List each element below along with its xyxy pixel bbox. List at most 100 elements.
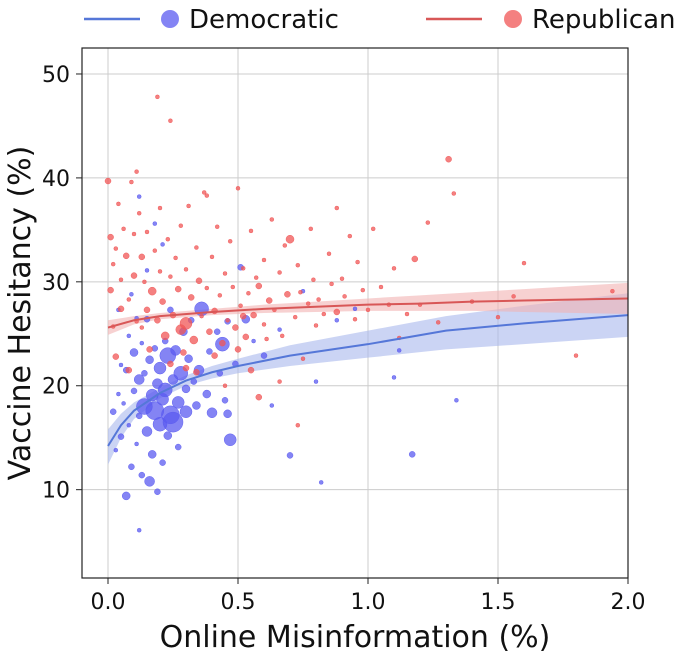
republican-data-point — [521, 260, 527, 266]
republican-data-point — [300, 356, 306, 361]
republican-data-point — [159, 298, 166, 305]
republican-data-point — [165, 236, 171, 242]
republican-data-point — [174, 285, 182, 293]
republican-data-point — [285, 234, 295, 244]
republican-fit-line — [107, 297, 629, 329]
democratic-data-point — [396, 348, 402, 353]
republican-data-point — [329, 281, 334, 287]
x-tick-label: 0.5 — [221, 590, 256, 615]
y-tick-label: 20 — [42, 375, 70, 400]
democratic-data-point — [223, 409, 232, 419]
x-tick-label: 1.5 — [481, 590, 516, 615]
democratic-data-point — [391, 375, 397, 380]
democratic-data-point — [318, 480, 324, 485]
republican-data-point — [107, 286, 114, 294]
republican-data-point — [445, 155, 452, 163]
republican-data-point — [311, 277, 316, 282]
republican-data-point — [180, 349, 187, 356]
republican-data-point — [157, 205, 163, 211]
republican-data-point — [269, 217, 275, 222]
republican-data-point — [199, 313, 204, 319]
republican-data-point — [321, 311, 327, 317]
democratic-data-point — [313, 379, 319, 384]
republican-data-point — [168, 118, 173, 123]
democratic-data-point — [138, 471, 146, 479]
y-tick-label: 30 — [42, 271, 70, 296]
democratic-data-point — [129, 348, 139, 357]
republican-data-point — [189, 335, 199, 345]
republican-data-point — [168, 274, 173, 279]
democratic-data-point — [408, 451, 416, 458]
republican-data-point — [279, 333, 285, 339]
democratic-data-point — [334, 318, 340, 323]
republican-data-point — [173, 255, 178, 261]
republican-data-point — [239, 312, 247, 320]
democratic-data-point — [184, 354, 193, 363]
democratic-data-point — [113, 447, 119, 453]
republican-data-point — [284, 291, 291, 298]
republican-data-point — [195, 277, 203, 285]
democratic-data-point — [213, 328, 221, 335]
democratic-data-point — [144, 268, 150, 273]
republican-data-point — [234, 346, 242, 353]
democratic-data-point — [154, 488, 161, 495]
republican-data-point — [126, 297, 132, 302]
x-axis-label: Online Misinformation (%) — [160, 620, 551, 655]
republican-data-point — [155, 94, 160, 100]
republican-data-point — [261, 322, 267, 327]
y-axis-label: Vaccine Hesitancy (%) — [3, 146, 38, 481]
republican-data-point — [347, 233, 353, 239]
republican-data-point — [308, 226, 314, 232]
republican-data-point — [131, 231, 137, 237]
republican-data-point — [186, 203, 191, 209]
legend-republican-marker — [504, 10, 522, 28]
democratic-data-point — [202, 389, 212, 399]
democratic-data-point — [145, 355, 154, 365]
republican-data-point — [232, 324, 239, 331]
y-tick-label: 40 — [42, 167, 70, 192]
republican-data-point — [277, 379, 282, 384]
republican-data-point — [573, 353, 579, 358]
republican-data-point — [316, 297, 321, 302]
democratic-data-point — [139, 340, 145, 346]
republican-data-point — [425, 220, 431, 225]
democratic-data-point — [121, 401, 126, 406]
republican-data-point — [242, 333, 250, 341]
democratic-data-point — [206, 407, 218, 419]
republican-data-point — [201, 190, 207, 195]
republican-data-point — [104, 177, 112, 185]
democratic-data-point — [454, 398, 459, 403]
republican-data-point — [261, 257, 267, 263]
republican-data-point — [107, 233, 114, 241]
republican-data-point — [610, 288, 615, 294]
republican-data-point — [511, 294, 516, 299]
republican-data-point — [194, 245, 199, 250]
democratic-data-point — [144, 476, 155, 487]
republican-data-point — [178, 223, 184, 228]
republican-data-point — [211, 352, 218, 359]
republican-data-point — [112, 353, 120, 360]
republican-data-point — [235, 186, 241, 191]
republican-data-point — [305, 301, 311, 306]
republican-data-point — [146, 346, 153, 353]
republican-data-point — [122, 252, 130, 260]
republican-data-point — [143, 306, 151, 314]
democratic-confidence-band — [108, 293, 628, 465]
democratic-data-point — [133, 374, 145, 385]
republican-data-point — [451, 191, 457, 196]
democratic-data-point — [136, 527, 142, 533]
democratic-data-point — [174, 443, 182, 451]
republican-data-point — [365, 307, 371, 313]
republican-data-point — [227, 239, 233, 244]
republican-data-point — [125, 366, 133, 374]
democratic-data-point — [221, 397, 229, 404]
democratic-data-point — [129, 292, 134, 297]
republican-data-point — [129, 179, 134, 185]
republican-data-point — [136, 210, 142, 216]
democratic-data-point — [179, 405, 193, 418]
legend-republican-label: Republican — [532, 5, 676, 35]
republican-data-point — [116, 201, 121, 207]
republican-data-point — [225, 318, 230, 323]
republican-data-point — [117, 305, 125, 313]
republican-data-point — [222, 271, 228, 276]
